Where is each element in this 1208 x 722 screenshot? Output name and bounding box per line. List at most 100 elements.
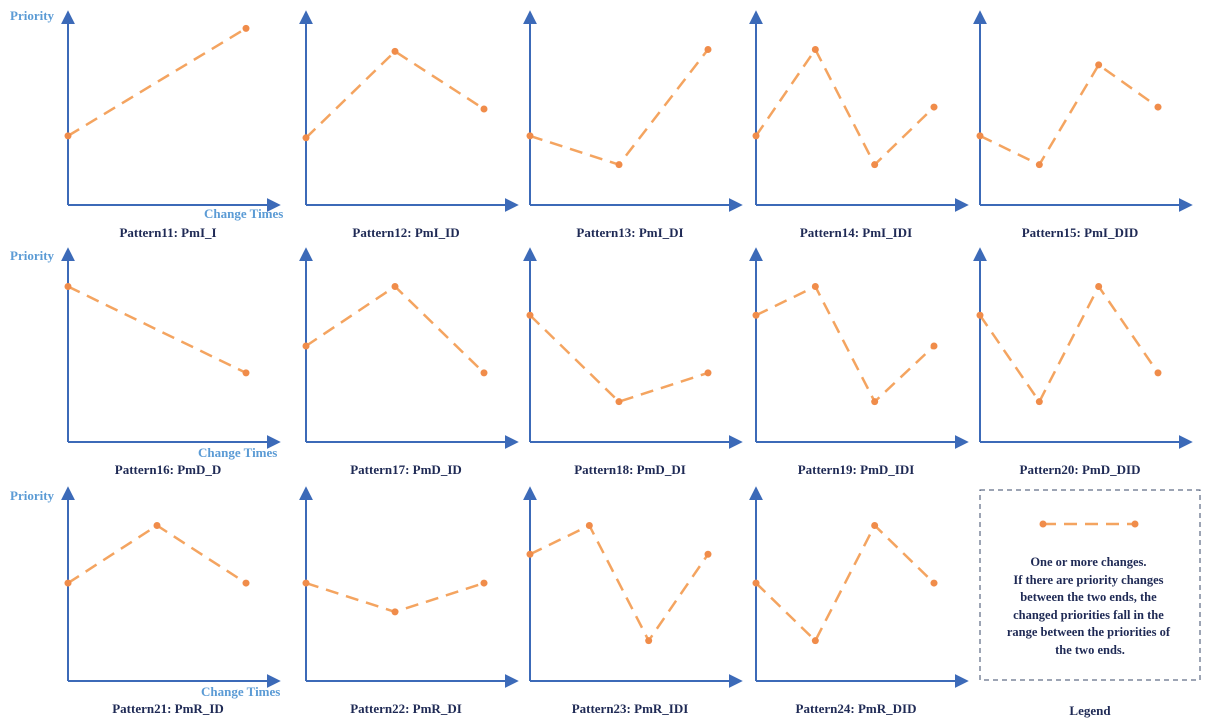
pattern-panel-19: Pattern19: PmD_IDI	[749, 247, 969, 477]
data-point-1	[64, 579, 72, 587]
data-point-2	[615, 398, 623, 406]
data-point-2	[1035, 161, 1043, 169]
pattern-line	[67, 285, 247, 375]
data-point-2	[811, 45, 819, 53]
data-point-3	[1095, 282, 1103, 290]
pattern-caption: Pattern15: PmI_DID	[1022, 225, 1139, 240]
legend-caption: Legend	[1069, 703, 1111, 718]
pattern-panel-23: Pattern23: PmR_IDI	[523, 486, 743, 716]
data-point-1	[302, 579, 310, 587]
legend-sample-point-end	[1131, 520, 1139, 528]
pattern-caption: Pattern18: PmD_DI	[574, 462, 686, 477]
data-point-4	[1154, 369, 1162, 377]
x-axis-label-row1: Change Times	[204, 206, 283, 221]
data-point-4	[1154, 103, 1162, 111]
data-point-3	[871, 398, 879, 406]
pattern-panels: Pattern11: PmI_I Pattern12: PmI_ID Pattern…	[61, 10, 1193, 716]
data-point-1	[752, 311, 760, 319]
pattern-panel-24: Pattern24: PmR_DID	[749, 486, 969, 716]
pattern-panel-17: Pattern17: PmD_ID	[299, 247, 519, 477]
pattern-caption: Pattern12: PmI_ID	[352, 225, 459, 240]
data-point-1	[64, 132, 72, 140]
pattern-line	[979, 63, 1159, 167]
data-point-1	[302, 134, 310, 142]
data-point-2	[391, 47, 399, 55]
legend-line-4: changed priorities fall in the	[1013, 608, 1164, 622]
legend-box: One or more changes. If there are priori…	[979, 489, 1201, 718]
pattern-caption: Pattern16: PmD_D	[115, 462, 222, 477]
data-point-1	[976, 132, 984, 140]
data-point-1	[752, 579, 760, 587]
data-point-3	[704, 369, 712, 377]
pattern-caption: Pattern13: PmI_DI	[576, 225, 683, 240]
pattern-panel-18: Pattern18: PmD_DI	[523, 247, 743, 477]
y-axis-label-row1: Priority	[10, 8, 55, 23]
data-point-3	[871, 161, 879, 169]
pattern-caption: Pattern24: PmR_DID	[796, 701, 917, 716]
pattern-panel-13: Pattern13: PmI_DI	[523, 10, 743, 240]
x-axis-label-row3: Change Times	[201, 684, 280, 699]
data-point-4	[930, 579, 938, 587]
pattern-panel-21: Pattern21: PmR_ID	[61, 486, 281, 716]
pattern-caption: Pattern20: PmD_DID	[1020, 462, 1141, 477]
pattern-panel-11: Pattern11: PmI_I	[61, 10, 281, 240]
data-point-2	[811, 282, 819, 290]
data-point-3	[480, 579, 488, 587]
pattern-line	[67, 523, 247, 585]
pattern-line	[755, 284, 935, 404]
data-point-1	[302, 342, 310, 350]
data-point-2	[615, 161, 623, 169]
data-point-1	[64, 282, 72, 290]
data-point-3	[480, 105, 488, 113]
data-point-1	[526, 550, 534, 558]
pattern-caption: Pattern23: PmR_IDI	[572, 701, 689, 716]
pattern-caption: Pattern14: PmI_IDI	[800, 225, 912, 240]
data-point-1	[526, 311, 534, 319]
pattern-caption: Pattern19: PmD_IDI	[798, 462, 915, 477]
y-axis-label-row2: Priority	[10, 248, 55, 263]
pattern-panel-15: Pattern15: PmI_DID	[973, 10, 1193, 240]
data-point-3	[242, 579, 250, 587]
pattern-panel-12: Pattern12: PmI_ID	[299, 10, 519, 240]
data-point-2	[391, 608, 399, 616]
data-point-2	[153, 521, 161, 529]
data-point-4	[704, 550, 712, 558]
data-point-4	[930, 103, 938, 111]
data-point-2	[242, 24, 250, 32]
data-point-3	[704, 45, 712, 53]
legend-sample-point-start	[1039, 520, 1047, 528]
data-point-3	[480, 369, 488, 377]
pattern-line	[305, 581, 485, 614]
data-point-3	[1095, 61, 1103, 69]
pattern-line	[529, 523, 710, 644]
x-axis-label-row2: Change Times	[198, 445, 277, 460]
data-point-1	[976, 311, 984, 319]
data-point-2	[585, 521, 593, 529]
data-point-3	[871, 521, 879, 529]
pattern-line	[755, 523, 935, 643]
data-point-1	[526, 132, 534, 140]
pattern-line	[305, 284, 485, 374]
data-point-1	[752, 132, 760, 140]
pattern-line	[754, 47, 935, 167]
data-point-4	[930, 342, 938, 350]
data-point-2	[391, 282, 399, 290]
pattern-panel-16: Pattern16: PmD_D	[61, 247, 281, 477]
pattern-caption: Pattern21: PmR_ID	[112, 701, 224, 716]
pattern-line	[305, 49, 485, 139]
pattern-panel-22: Pattern22: PmR_DI	[299, 486, 519, 716]
legend-line-5: range between the priorities of	[1007, 625, 1171, 639]
legend-description: One or more changes. If there are priori…	[1007, 555, 1173, 657]
pattern-line	[67, 27, 247, 137]
legend-line-3: between the two ends, the	[1020, 590, 1157, 604]
pattern-caption: Pattern11: PmI_I	[119, 225, 216, 240]
legend-border	[979, 489, 1201, 681]
pattern-line	[978, 284, 1160, 405]
pattern-line	[529, 48, 709, 167]
data-point-2	[811, 637, 819, 645]
data-point-2	[242, 369, 250, 377]
pattern-panel-20: Pattern20: PmD_DID	[973, 247, 1193, 477]
pattern-caption: Pattern17: PmD_ID	[350, 462, 462, 477]
data-point-3	[645, 637, 653, 645]
